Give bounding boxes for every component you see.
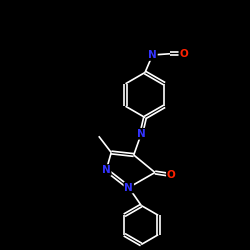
- Text: N: N: [137, 129, 145, 139]
- Text: N: N: [102, 165, 110, 175]
- Text: N: N: [148, 50, 157, 60]
- Text: O: O: [167, 170, 175, 180]
- Text: N: N: [124, 182, 133, 192]
- Text: O: O: [180, 49, 188, 59]
